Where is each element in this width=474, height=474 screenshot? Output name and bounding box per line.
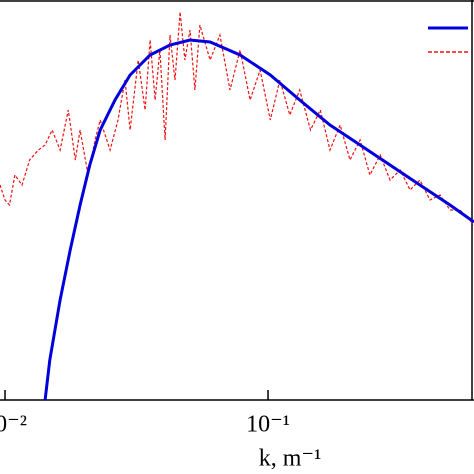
- x-tick-label: 10⁻¹: [246, 412, 290, 438]
- series-line: [0, 11, 474, 226]
- x-axis-label: k, m⁻¹: [259, 446, 322, 472]
- x-tick-label: 10⁻²: [0, 412, 27, 438]
- series-line: [43, 38, 474, 401]
